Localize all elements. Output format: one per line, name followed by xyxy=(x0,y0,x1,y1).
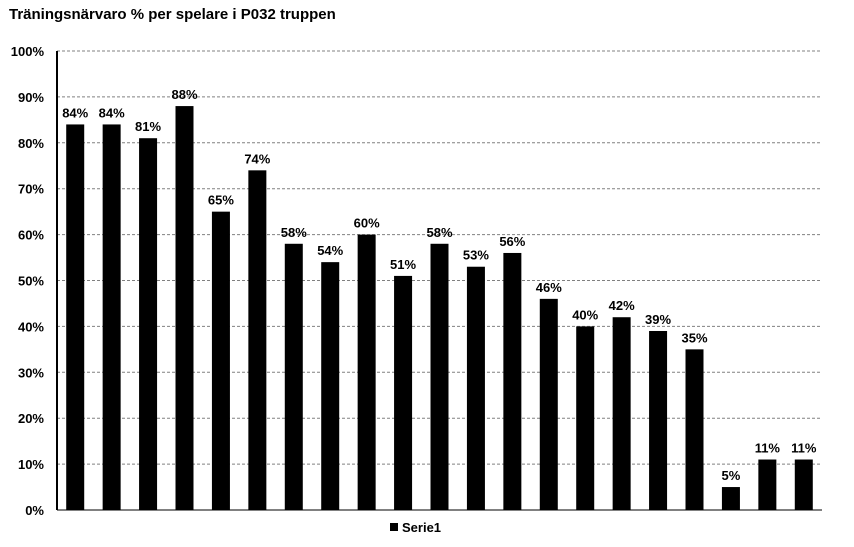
y-tick-label: 80% xyxy=(18,136,44,151)
bar xyxy=(503,252,522,510)
data-label: 35% xyxy=(681,330,707,345)
y-tick-label: 50% xyxy=(18,274,44,289)
data-label: 60% xyxy=(354,216,380,231)
data-label: 84% xyxy=(62,105,88,120)
data-label: 40% xyxy=(572,307,598,322)
data-label: 11% xyxy=(755,441,781,456)
bar xyxy=(248,170,267,510)
bar xyxy=(66,124,85,510)
data-label: 74% xyxy=(244,151,270,166)
data-label: 11% xyxy=(791,441,817,456)
bar xyxy=(321,262,340,510)
bar xyxy=(139,138,158,510)
bar xyxy=(685,349,704,510)
bar xyxy=(284,243,303,510)
bar xyxy=(175,106,194,510)
data-label: 51% xyxy=(390,257,416,272)
bar xyxy=(794,459,813,510)
data-label: 58% xyxy=(426,225,452,240)
chart-title: Träningsnärvaro % per spelare i P032 tru… xyxy=(9,6,336,23)
data-label: 58% xyxy=(281,225,307,240)
y-tick-label: 70% xyxy=(18,182,44,197)
data-label: 5% xyxy=(722,468,741,483)
data-label: 53% xyxy=(463,248,489,263)
bar xyxy=(394,275,413,510)
y-tick-label: 0% xyxy=(25,503,44,518)
legend-swatch xyxy=(390,523,398,531)
y-tick-label: 40% xyxy=(18,319,44,334)
bar xyxy=(102,124,121,510)
y-tick-label: 20% xyxy=(18,411,44,426)
data-label: 39% xyxy=(645,312,671,327)
bar xyxy=(357,234,376,510)
bar xyxy=(758,459,777,510)
bar xyxy=(649,330,668,510)
bar xyxy=(466,266,485,510)
bar xyxy=(721,487,740,510)
bar xyxy=(430,243,449,510)
y-tick-label: 60% xyxy=(18,228,44,243)
data-label: 88% xyxy=(171,87,197,102)
y-tick-label: 30% xyxy=(18,365,44,380)
data-label: 46% xyxy=(536,280,562,295)
data-label: 81% xyxy=(135,119,161,134)
bar xyxy=(576,326,595,510)
data-label: 42% xyxy=(609,298,635,313)
data-label: 56% xyxy=(499,234,525,249)
bar xyxy=(211,211,230,510)
legend-label: Serie1 xyxy=(402,520,441,535)
bar xyxy=(539,298,558,510)
y-tick-label: 100% xyxy=(11,44,45,59)
data-label: 54% xyxy=(317,243,343,258)
y-tick-label: 90% xyxy=(18,90,44,105)
y-tick-label: 10% xyxy=(18,457,44,472)
data-label: 84% xyxy=(99,105,125,120)
bar xyxy=(612,317,631,510)
data-label: 65% xyxy=(208,193,234,208)
